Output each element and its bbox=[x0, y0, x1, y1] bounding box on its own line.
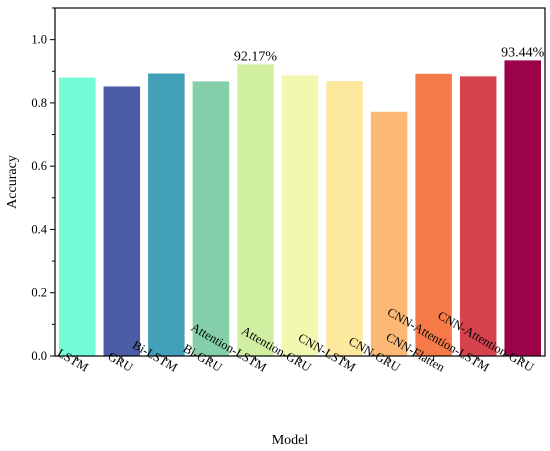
bar-bi-lstm bbox=[148, 73, 185, 356]
y-tick-label: 0.6 bbox=[31, 159, 47, 173]
bar-attention-gru bbox=[281, 75, 319, 357]
bar-cnn-flatten bbox=[415, 73, 452, 356]
bar-attention-lstm bbox=[237, 64, 274, 356]
y-tick-label: 0.4 bbox=[31, 222, 47, 236]
y-tick-label: 1.0 bbox=[31, 33, 47, 47]
data-label: 92.17% bbox=[234, 49, 278, 64]
bar-cnn-attention-gru bbox=[504, 60, 541, 356]
bar-cnn-lstm bbox=[326, 81, 363, 356]
y-tick-label: 0.2 bbox=[31, 286, 47, 300]
x-axis-title: Model bbox=[272, 433, 309, 448]
y-tick-label: 0.0 bbox=[31, 349, 47, 363]
bar-lstm bbox=[59, 77, 96, 356]
data-label: 93.44% bbox=[501, 45, 545, 60]
y-tick-label: 0.8 bbox=[31, 96, 47, 110]
bar-group bbox=[59, 60, 541, 357]
bar-cnn-gru bbox=[370, 111, 408, 356]
y-axis-title: Accuracy bbox=[5, 155, 20, 209]
y-axis: 0.0 0.2 0.4 0.6 0.8 1.0 bbox=[31, 7, 55, 363]
bar-gru bbox=[103, 86, 141, 356]
bar-bi-gru bbox=[192, 81, 230, 356]
bar-cnn-attention-lstm bbox=[459, 76, 497, 357]
plot-frame bbox=[54, 7, 546, 357]
data-labels: 92.17% 93.44% bbox=[234, 45, 545, 64]
